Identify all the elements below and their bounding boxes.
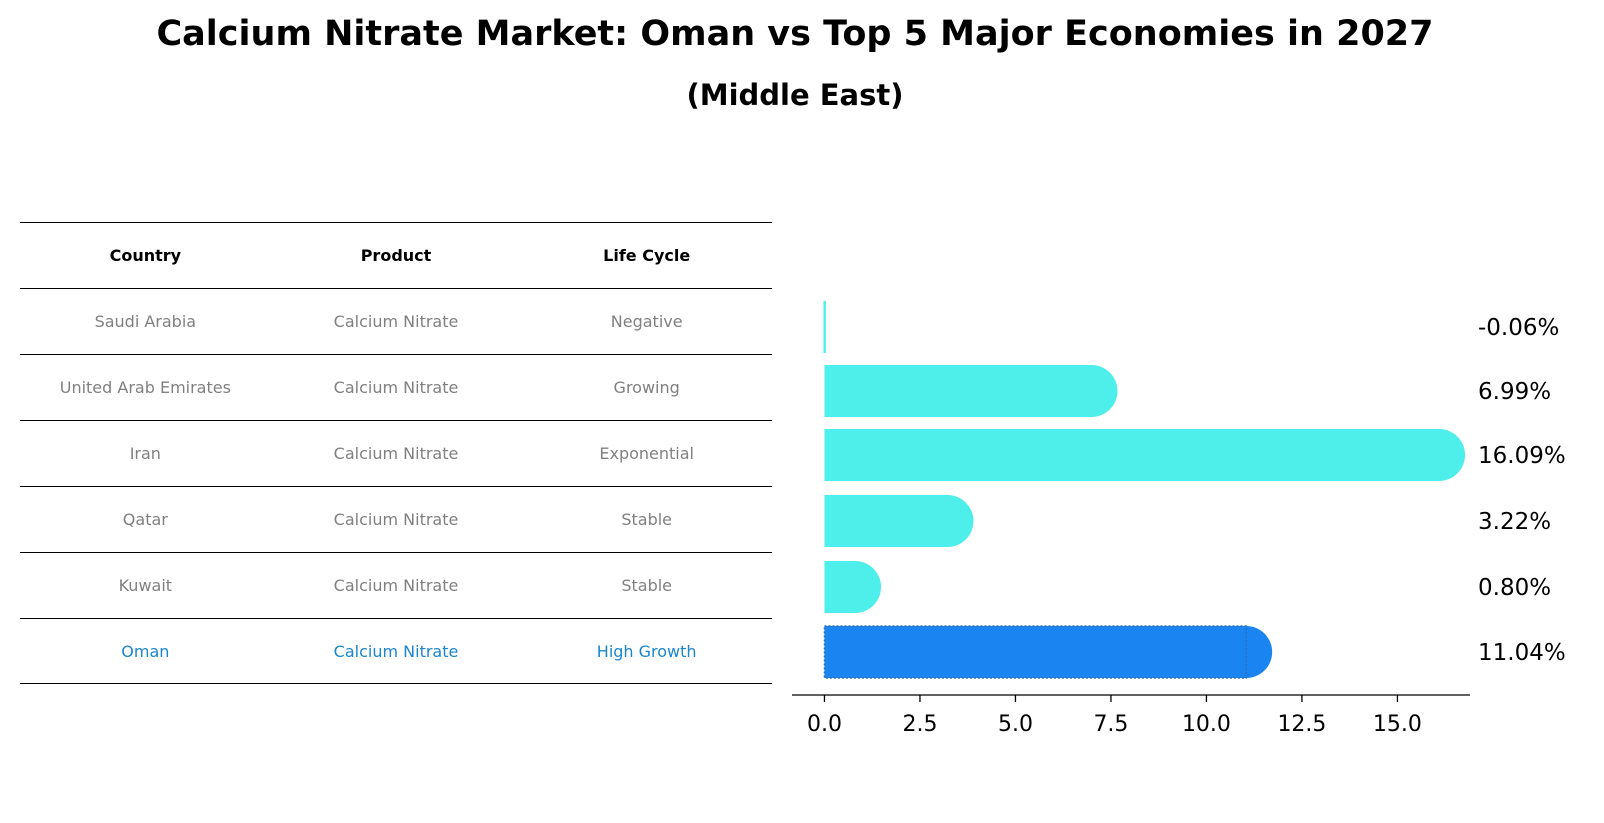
value-label: 0.80% bbox=[1478, 575, 1551, 601]
cell-product: Calcium Nitrate bbox=[333, 312, 459, 331]
value-label: 11.04% bbox=[1478, 640, 1566, 666]
cell-life-cycle: Exponential bbox=[599, 444, 694, 463]
value-labels-layer: -0.06% 6.99% 16.09% 3.22% 0.80% 11.04% bbox=[1478, 315, 1566, 666]
cell-product: Calcium Nitrate bbox=[333, 641, 459, 661]
bar-kuwait bbox=[824, 561, 882, 613]
header-life-cycle: Life Cycle bbox=[603, 246, 691, 265]
cell-country: Saudi Arabia bbox=[94, 312, 197, 331]
bar-cap bbox=[921, 495, 974, 547]
x-tick-label: 7.5 bbox=[1093, 712, 1128, 737]
bar-cap bbox=[1413, 429, 1466, 481]
bar-outline bbox=[823, 625, 1247, 679]
table-row: Saudi Arabia Calcium Nitrate Negative bbox=[20, 288, 772, 354]
value-label: 16.09% bbox=[1478, 443, 1566, 469]
cell-country: Qatar bbox=[122, 510, 168, 529]
x-axis: 0.0 2.5 5.0 7.5 10.0 12.5 15.0 bbox=[792, 694, 1470, 737]
cell-product: Calcium Nitrate bbox=[333, 576, 459, 595]
table-row: Qatar Calcium Nitrate Stable bbox=[20, 486, 772, 552]
cell-country: Kuwait bbox=[118, 576, 173, 595]
bar-mark bbox=[824, 429, 1440, 481]
bar-united-arab-emirates bbox=[824, 365, 1118, 417]
bar-cap bbox=[1065, 365, 1118, 417]
bar-cap bbox=[829, 561, 882, 613]
table-row: Kuwait Calcium Nitrate Stable bbox=[20, 552, 772, 618]
cell-country: United Arab Emirates bbox=[59, 378, 231, 397]
cell-product: Calcium Nitrate bbox=[333, 510, 459, 529]
table-row: Iran Calcium Nitrate Exponential bbox=[20, 420, 772, 486]
x-tick-label: 12.5 bbox=[1277, 712, 1326, 737]
cell-product: Calcium Nitrate bbox=[333, 444, 459, 463]
bar-mark bbox=[824, 626, 1247, 678]
table-row: United Arab Emirates Calcium Nitrate Gro… bbox=[20, 354, 772, 420]
bar-mark bbox=[823, 301, 826, 353]
chart-title: Calcium Nitrate Market: Oman vs Top 5 Ma… bbox=[156, 14, 1434, 54]
cell-life-cycle: Stable bbox=[621, 510, 673, 529]
cell-life-cycle: Negative bbox=[610, 312, 683, 331]
header-country: Country bbox=[109, 246, 182, 265]
bars-layer bbox=[823, 301, 1466, 679]
chart-subtitle: (Middle East) bbox=[686, 78, 904, 112]
header-product: Product bbox=[360, 246, 432, 265]
cell-life-cycle: Growing bbox=[613, 378, 680, 397]
bar-oman bbox=[823, 625, 1273, 679]
table-header-row: Country Product Life Cycle bbox=[20, 222, 772, 288]
cell-product: Calcium Nitrate bbox=[333, 378, 459, 397]
x-tick-label: 5.0 bbox=[998, 712, 1033, 737]
cell-life-cycle: High Growth bbox=[596, 641, 697, 661]
x-tick-label: 15.0 bbox=[1373, 712, 1422, 737]
bar-cap bbox=[1220, 626, 1273, 678]
cell-country: Oman bbox=[121, 641, 170, 661]
x-tick-label: 2.5 bbox=[902, 712, 937, 737]
x-tick-label: 0.0 bbox=[807, 712, 842, 737]
bar-saudi-arabia bbox=[823, 301, 826, 353]
cell-life-cycle: Stable bbox=[621, 576, 673, 595]
bar-qatar bbox=[824, 495, 974, 547]
value-label: 6.99% bbox=[1478, 379, 1551, 405]
cell-country: Iran bbox=[129, 444, 161, 463]
bar-mark bbox=[824, 365, 1092, 417]
comparison-table: Country Product Life Cycle Saudi Arabia … bbox=[20, 222, 772, 684]
x-tick-label: 10.0 bbox=[1182, 712, 1231, 737]
value-label: -0.06% bbox=[1478, 315, 1559, 341]
bar-iran bbox=[824, 429, 1466, 481]
value-label: 3.22% bbox=[1478, 509, 1551, 535]
table-row-highlighted: Oman Calcium Nitrate High Growth bbox=[20, 618, 772, 684]
